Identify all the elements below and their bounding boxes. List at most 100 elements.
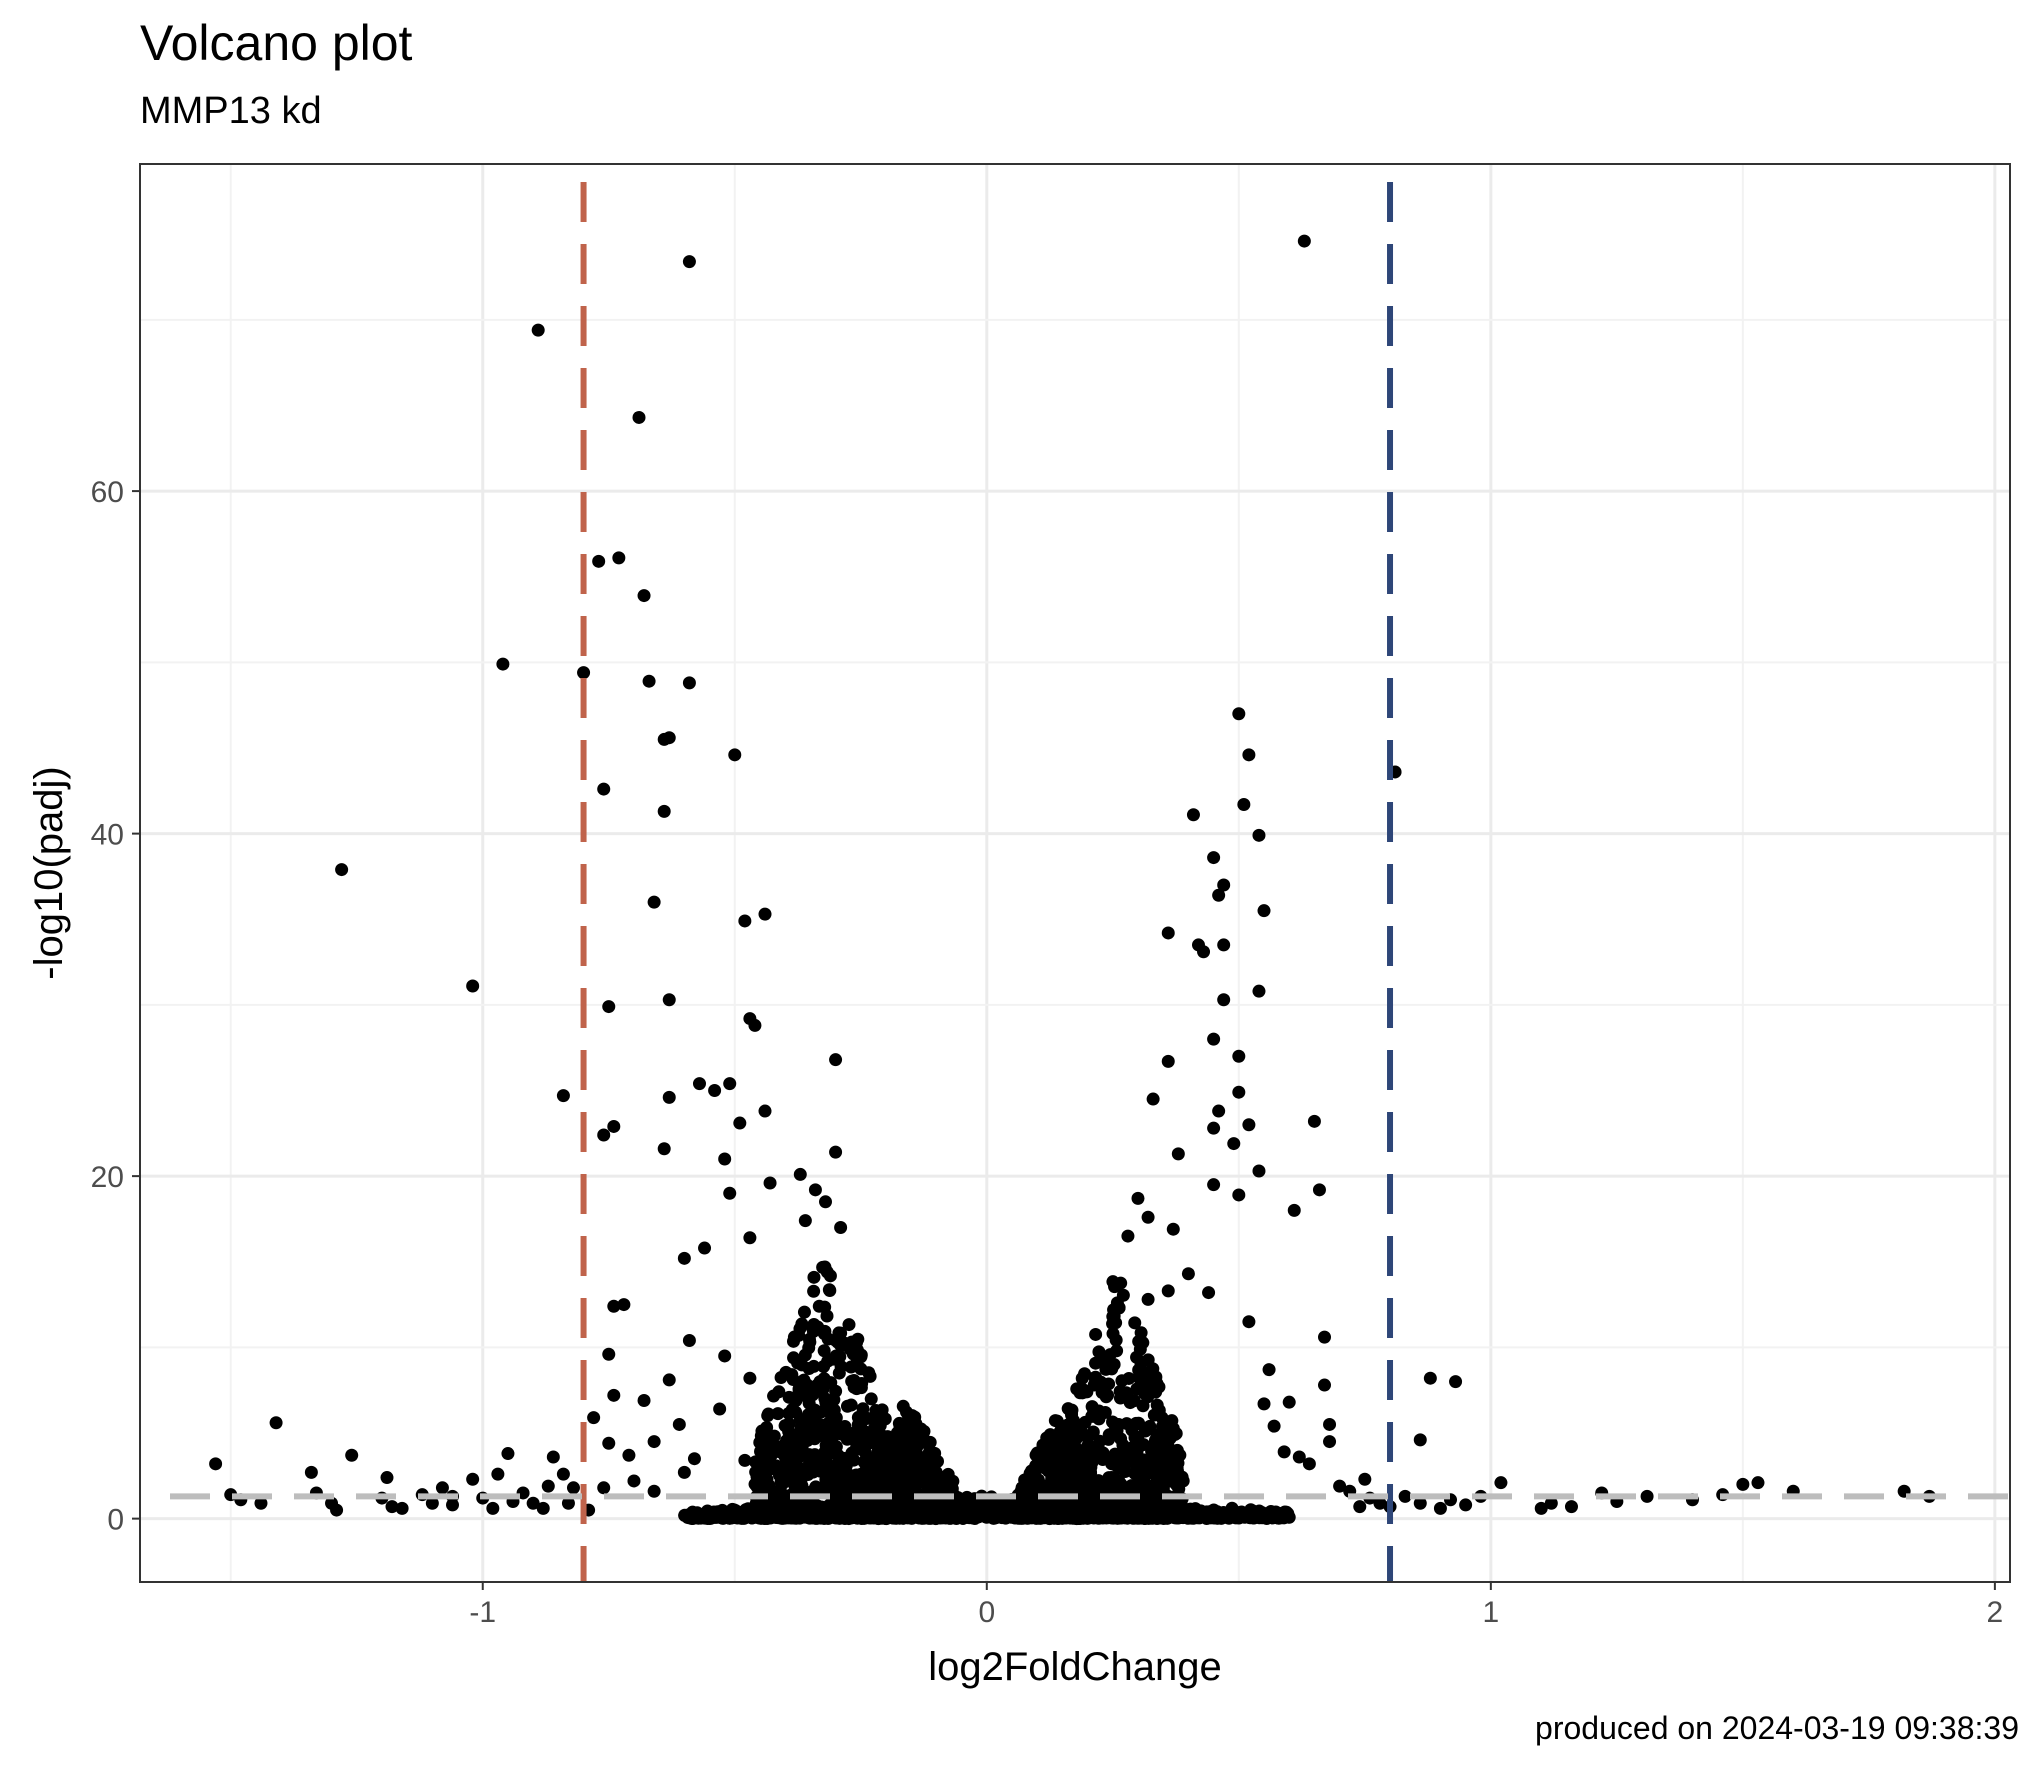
caption: produced on 2024-03-19 09:38:39 [1535, 1710, 2019, 1746]
data-point [711, 1510, 725, 1524]
data-point [1002, 1501, 1016, 1515]
data-point [838, 1336, 852, 1350]
data-point [1252, 1164, 1266, 1178]
x-tick-label: -1 [469, 1596, 496, 1629]
data-point [577, 666, 591, 680]
data-point [1318, 1378, 1332, 1392]
data-point [858, 1482, 872, 1496]
data-point [335, 863, 349, 877]
data-point [1186, 808, 1200, 822]
y-axis-ticks: 0 20 40 60 [91, 476, 140, 1537]
data-point [1640, 1489, 1654, 1503]
data-point [758, 907, 772, 921]
data-point [1058, 1470, 1072, 1484]
data-point [763, 1176, 777, 1190]
data-point [825, 1425, 839, 1439]
data-point [834, 1221, 848, 1234]
data-point [763, 1460, 777, 1474]
data-point [723, 1077, 737, 1091]
data-point [845, 1374, 859, 1388]
data-point [1373, 1496, 1387, 1510]
data-point [1212, 888, 1226, 902]
data-point [808, 1183, 822, 1197]
data-point [1449, 1375, 1463, 1389]
data-point [1095, 1386, 1109, 1400]
data-point [829, 1411, 843, 1425]
data-point [496, 657, 510, 671]
y-tick-label: 40 [91, 819, 124, 852]
data-point [922, 1445, 936, 1459]
data-point [602, 1000, 616, 1014]
data-point [854, 1350, 868, 1364]
data-point [1022, 1504, 1036, 1518]
data-point [1242, 1315, 1256, 1329]
data-point [925, 1469, 939, 1483]
data-point [1277, 1445, 1291, 1459]
data-point [1106, 1275, 1120, 1289]
data-point [1161, 1054, 1175, 1068]
data-point [1242, 1118, 1256, 1132]
data-point [1103, 1348, 1117, 1362]
data-point [541, 1479, 555, 1493]
data-point [1078, 1415, 1092, 1429]
data-point [954, 1501, 968, 1515]
data-point [792, 1328, 806, 1342]
data-point [1172, 1474, 1186, 1488]
data-point [884, 1433, 898, 1447]
data-point [1089, 1356, 1103, 1370]
data-point [772, 1445, 786, 1459]
data-point [486, 1501, 500, 1515]
data-point [632, 410, 646, 424]
y-tick-label: 20 [91, 1161, 124, 1194]
data-point [380, 1471, 394, 1485]
data-point [602, 1347, 616, 1361]
data-point [1207, 1178, 1221, 1192]
data-point [823, 1283, 837, 1297]
grid-lines [140, 164, 2010, 1582]
data-point [783, 1448, 797, 1462]
data-point [842, 1318, 856, 1332]
data-point [1323, 1417, 1337, 1431]
data-point [602, 1436, 616, 1450]
data-point [1142, 1502, 1156, 1516]
data-point [926, 1458, 940, 1472]
reference-lines [170, 182, 2010, 1582]
data-point [687, 1452, 701, 1466]
data-point [829, 1053, 843, 1067]
data-point [597, 1128, 611, 1142]
data-point [1227, 1137, 1241, 1151]
data-point [802, 1424, 816, 1438]
data-point [1123, 1396, 1137, 1410]
data-point [1128, 1316, 1142, 1330]
data-point [914, 1422, 928, 1436]
data-point [1046, 1456, 1060, 1470]
data-point [1257, 904, 1271, 918]
chart-subtitle: MMP13 kd [140, 90, 322, 132]
data-point [395, 1501, 409, 1515]
data-point [592, 554, 606, 568]
data-point [782, 1467, 796, 1481]
data-point [1051, 1506, 1065, 1520]
data-point [1161, 1284, 1175, 1298]
data-point [1138, 1488, 1152, 1502]
data-point [1108, 1420, 1122, 1434]
data-point [662, 1373, 676, 1387]
data-point [1267, 1419, 1281, 1433]
data-point [1736, 1477, 1750, 1491]
data-point [1116, 1288, 1130, 1302]
data-point [622, 1448, 636, 1462]
data-point [774, 1371, 788, 1385]
data-point [1075, 1476, 1089, 1490]
data-point [791, 1356, 805, 1370]
data-point [446, 1498, 460, 1512]
data-point [1212, 1104, 1226, 1118]
y-tick-label: 0 [107, 1504, 124, 1537]
data-point [1494, 1476, 1508, 1490]
data-point [612, 551, 626, 565]
data-point [851, 1418, 865, 1432]
data-point [870, 1411, 884, 1425]
data-point [1264, 1504, 1278, 1518]
data-point [1242, 748, 1256, 762]
data-point [795, 1479, 809, 1493]
data-point [692, 1510, 706, 1524]
